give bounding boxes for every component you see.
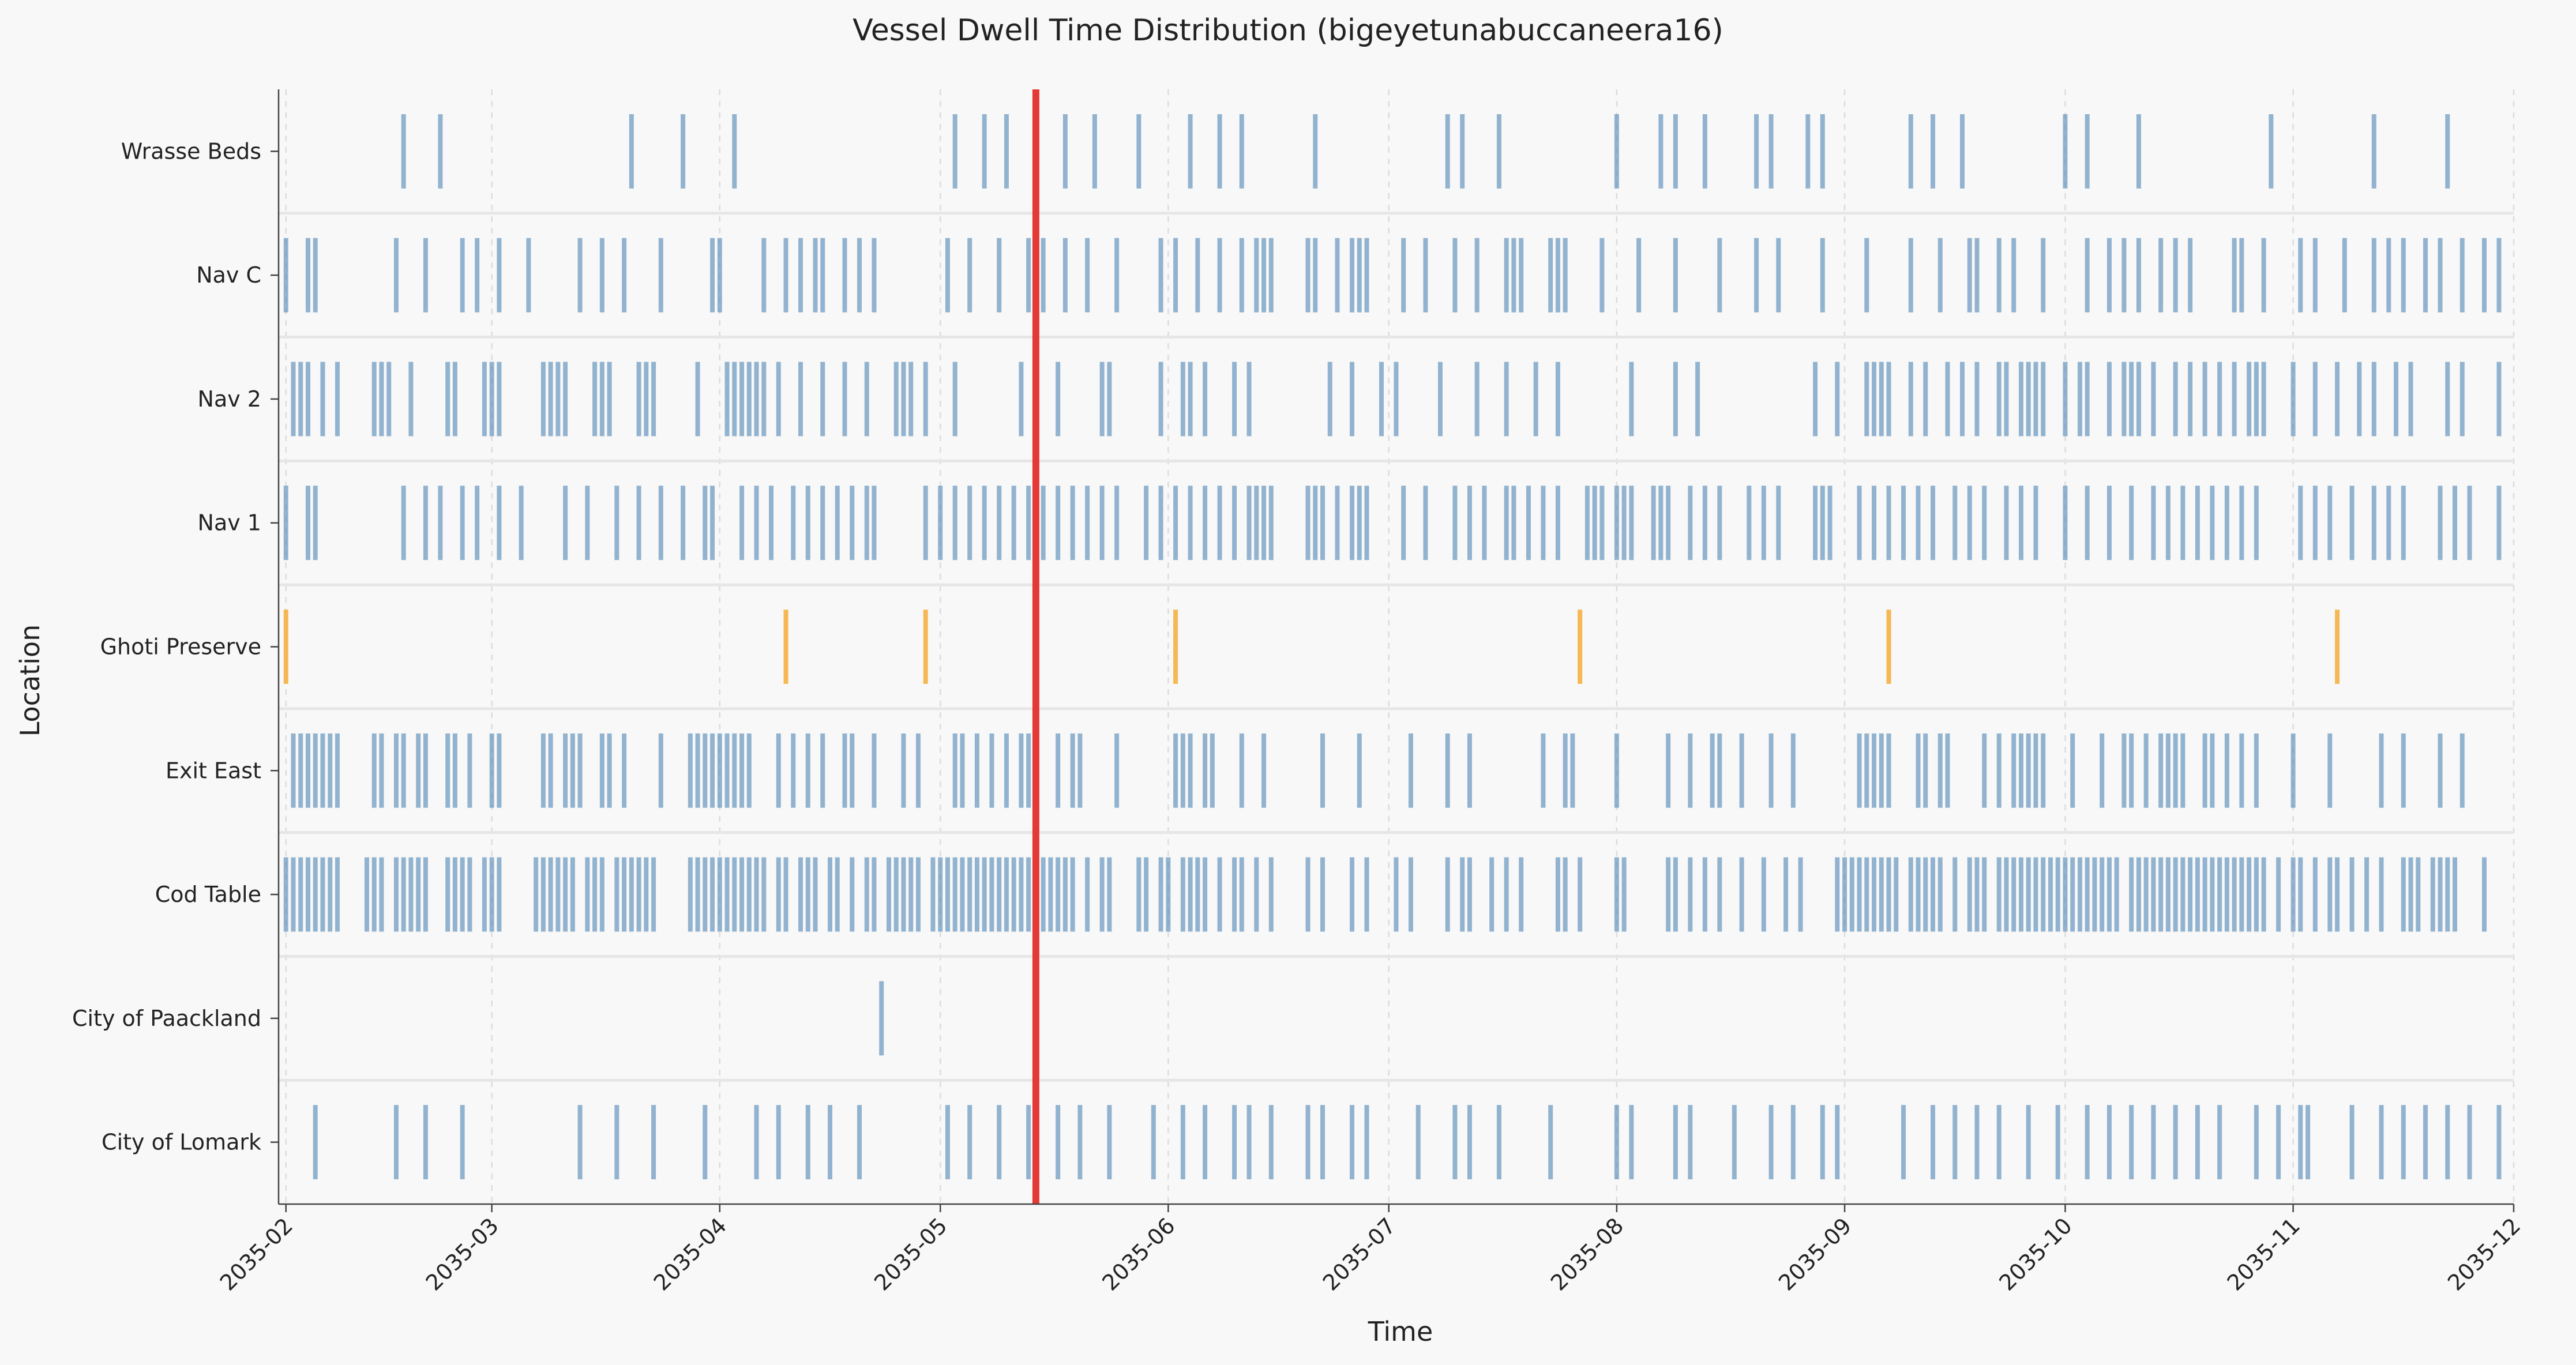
y-tick-label-nav-2: Nav 2 (198, 386, 261, 412)
y-tick-label-city-of-lomark: City of Lomark (102, 1130, 261, 1155)
y-tick-label-ghoti-preserve: Ghoti Preserve (100, 634, 261, 660)
y-tick-label-wrasse-beds: Wrasse Beds (121, 138, 261, 164)
y-tick-labels: City of Lomark City of Paackland Cod Table… (72, 138, 279, 1155)
y-tick-label-nav-1: Nav 1 (198, 510, 261, 536)
y-axis-label: Location (14, 625, 46, 737)
x-axis-label: Time (1368, 1316, 1433, 1347)
y-tick-label-exit-east: Exit East (166, 758, 261, 783)
y-tick-label-cod-table: Cod Table (155, 882, 261, 907)
y-tick-label-city-of-paackland: City of Paackland (72, 1006, 261, 1031)
y-tick-label-nav-c: Nav C (196, 262, 261, 288)
row-separators (279, 212, 2514, 1082)
event-marks (283, 114, 2502, 1180)
x-gridlines (285, 89, 2515, 1204)
chart-title: Vessel Dwell Time Distribution (bigeyetu… (853, 13, 1723, 48)
